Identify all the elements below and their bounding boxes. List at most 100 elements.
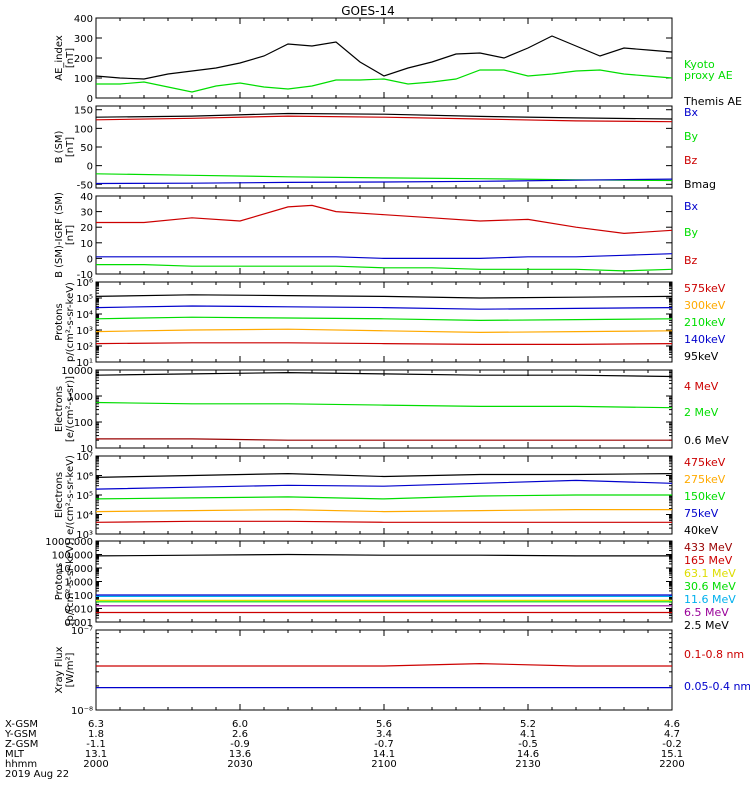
legend-entry: 95keV <box>684 350 719 363</box>
legend-entry-line: 2 MeV <box>684 406 719 419</box>
y-axis-label-line: [nT] <box>65 225 76 245</box>
series-line <box>95 342 673 345</box>
y-tick-label: 400 <box>74 14 93 25</box>
y-tick-label: 100 <box>74 418 93 429</box>
y-tick-label: 0.100 <box>64 591 93 602</box>
footer-value: 2130 <box>515 759 540 770</box>
y-tick-label: 100.000 <box>52 551 93 562</box>
y-tick-label: 10⁻⁷ <box>71 626 93 637</box>
series-line <box>96 253 673 259</box>
legend-entry-line: 433 MeV <box>684 541 733 554</box>
series-line <box>95 305 673 310</box>
y-tick-label: 10² <box>76 342 93 353</box>
legend-entry: Bx <box>684 200 699 213</box>
legend-entry-line: 30.6 MeV <box>684 580 736 593</box>
footer-value: -1.1 <box>86 739 106 750</box>
footer-value: 2030 <box>227 759 252 770</box>
y-axis-label-line: [nT] <box>65 48 76 68</box>
y-tick-label: 10⁵ <box>76 491 93 502</box>
legend-entry: 150keV <box>684 490 726 503</box>
y-tick-label: 1.000 <box>64 578 93 589</box>
footer-value: -0.9 <box>230 739 250 750</box>
y-axis-label-line: B (SM) <box>54 130 65 163</box>
legend-entry: Bmag <box>684 178 716 191</box>
legend-entry: 475keV <box>684 456 726 469</box>
legend-entry: 11.6 MeV <box>684 593 736 606</box>
y-tick-label: 10⁶ <box>76 472 93 483</box>
legend-entry: 0.6 MeV <box>684 434 729 447</box>
y-tick-label: 0 <box>87 94 93 105</box>
footer-value: 1.8 <box>88 729 104 740</box>
footer-value: 4.6 <box>664 719 680 730</box>
legend-entry-line: 40keV <box>684 524 719 537</box>
footer-value: 13.6 <box>229 749 251 760</box>
series-line <box>95 479 673 490</box>
legend-entry-line: Bx <box>684 106 699 119</box>
y-tick-label: 10⁴ <box>76 310 93 321</box>
y-tick-label: 0.010 <box>64 605 93 616</box>
series-line <box>95 294 673 299</box>
y-tick-label: 10¹ <box>76 358 93 369</box>
series-line <box>95 520 672 523</box>
chart-title: GOES-14 <box>341 4 395 18</box>
legend-entry-line: 575keV <box>684 282 726 295</box>
y-axis-label-line: B (SM)-IGRF (SM) <box>54 192 65 278</box>
footer-value: 5.6 <box>376 719 392 730</box>
legend-entry: 2 MeV <box>684 406 719 419</box>
footer-row-label: MLT <box>5 749 25 760</box>
legend-entry-line: proxy AE <box>684 69 733 82</box>
panel-frame <box>95 195 673 275</box>
legend-entry: By <box>684 130 699 143</box>
y-axis-label: Protons[p/(cm²-s-sr-keV)] <box>54 538 76 626</box>
legend-entry: 6.5 MeV <box>684 606 729 619</box>
panel-xray: 10⁻⁸ 10⁻⁷ Xray Flux[W/m²] 0.1-0.8 nm 0.05-0.… <box>54 626 750 717</box>
footer-value: 14.6 <box>517 749 539 760</box>
y-tick-label: 1000.000 <box>45 537 93 548</box>
panel-protons_mev: 0.001 0.010 0.100 1.000 10.000 100.000 1000.00… <box>45 537 736 632</box>
footer-value: 3.4 <box>376 729 392 740</box>
series-line <box>95 328 673 334</box>
footer-value: 2000 <box>83 759 108 770</box>
y-tick-label: 50 <box>80 143 93 154</box>
y-axis-label-line: AE_index <box>54 35 65 81</box>
y-tick-label: -10 <box>77 270 93 281</box>
legend-entry-line: Themis AE <box>683 95 742 108</box>
panel-frame <box>95 281 673 363</box>
footer-value: 4.1 <box>520 729 536 740</box>
footer-value: -0.5 <box>518 739 538 750</box>
y-tick-label: 100 <box>74 74 93 85</box>
footer-row-label: Y-GSM <box>4 729 37 740</box>
y-axis-label-line: Electrons <box>54 472 65 518</box>
y-tick-label: 10000 <box>61 366 93 377</box>
y-tick-label: 10³ <box>76 326 93 337</box>
series-line <box>96 662 672 667</box>
legend-entry: 575keV <box>684 282 726 295</box>
series-line <box>96 69 673 93</box>
legend-entry-line: By <box>684 226 699 239</box>
y-axis-label-line: Protons <box>54 303 65 340</box>
footer-row-label: 2019 Aug 22 <box>5 769 69 780</box>
panel-frame <box>95 369 673 449</box>
legend-entry: 2.5 MeV <box>684 619 729 632</box>
series-line <box>95 112 673 120</box>
y-axis-label-line: Xray Flux <box>54 646 65 693</box>
y-tick-label: 1000 <box>68 392 93 403</box>
legend-entry: Bx <box>684 106 699 119</box>
y-tick-label: -50 <box>77 180 93 191</box>
legend-entry-line: Kyoto <box>684 58 715 71</box>
y-tick-label: 10⁴ <box>76 511 93 522</box>
y-tick-label: 0.001 <box>64 618 93 629</box>
panel-frame <box>95 540 673 623</box>
y-tick-label: 150 <box>74 106 93 117</box>
footer-value: 5.2 <box>520 719 536 730</box>
y-axis-label: AE_index[nT] <box>54 35 76 81</box>
series-line <box>96 264 673 272</box>
legend-entry: 210keV <box>684 316 726 329</box>
y-axis-label-line: [nT] <box>65 137 76 157</box>
y-axis-label: Electrons[e/(cm²-s-sr)] <box>54 376 76 442</box>
y-tick-label: 0 <box>87 254 93 265</box>
panel-bigrf: -10 0 10 20 30 40 B (SM)-IGRF (SM)[nT] Bx By Bz <box>54 192 699 281</box>
